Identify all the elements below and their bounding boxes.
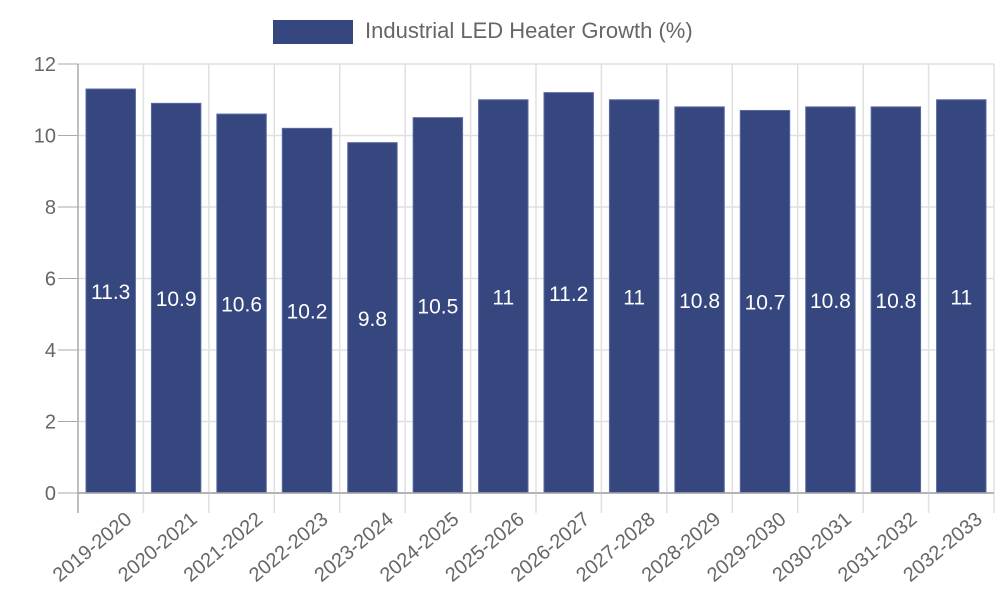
y-tick-label: 0 [45, 483, 56, 505]
data-label: 10.9 [156, 288, 197, 311]
legend-swatch [273, 20, 353, 44]
bar [412, 117, 464, 494]
data-label: 11.2 [549, 283, 588, 306]
bar [674, 106, 725, 494]
data-label: 11 [492, 286, 514, 309]
bar [805, 106, 856, 494]
data-label: 10.8 [679, 290, 720, 313]
bar [281, 127, 333, 494]
bar [543, 92, 594, 494]
y-tick-label: 12 [34, 54, 56, 76]
y-tick-label: 4 [45, 340, 56, 362]
data-label: 10.7 [745, 292, 786, 315]
data-label: 10.8 [875, 290, 916, 313]
bar [739, 109, 791, 494]
legend-label: Industrial LED Heater Growth (%) [365, 18, 693, 43]
data-label: 11 [623, 286, 645, 309]
data-label: 10.5 [417, 295, 458, 318]
data-label: 9.8 [358, 308, 387, 331]
bar [478, 99, 529, 494]
y-tick-label: 6 [45, 269, 56, 291]
data-label: 11 [950, 286, 972, 309]
bar [936, 99, 987, 494]
data-label: 10.2 [287, 301, 328, 324]
bar [608, 99, 660, 494]
data-label: 10.8 [810, 290, 851, 313]
bar [150, 102, 202, 494]
y-tick-label: 8 [45, 197, 56, 219]
bar [347, 142, 398, 494]
data-label: 10.6 [221, 294, 262, 317]
bar [85, 88, 136, 494]
y-tick-label: 2 [45, 412, 56, 434]
y-tick-label: 10 [34, 126, 56, 148]
bar [870, 106, 922, 494]
bar [216, 113, 267, 494]
data-label: 11.3 [91, 281, 130, 304]
